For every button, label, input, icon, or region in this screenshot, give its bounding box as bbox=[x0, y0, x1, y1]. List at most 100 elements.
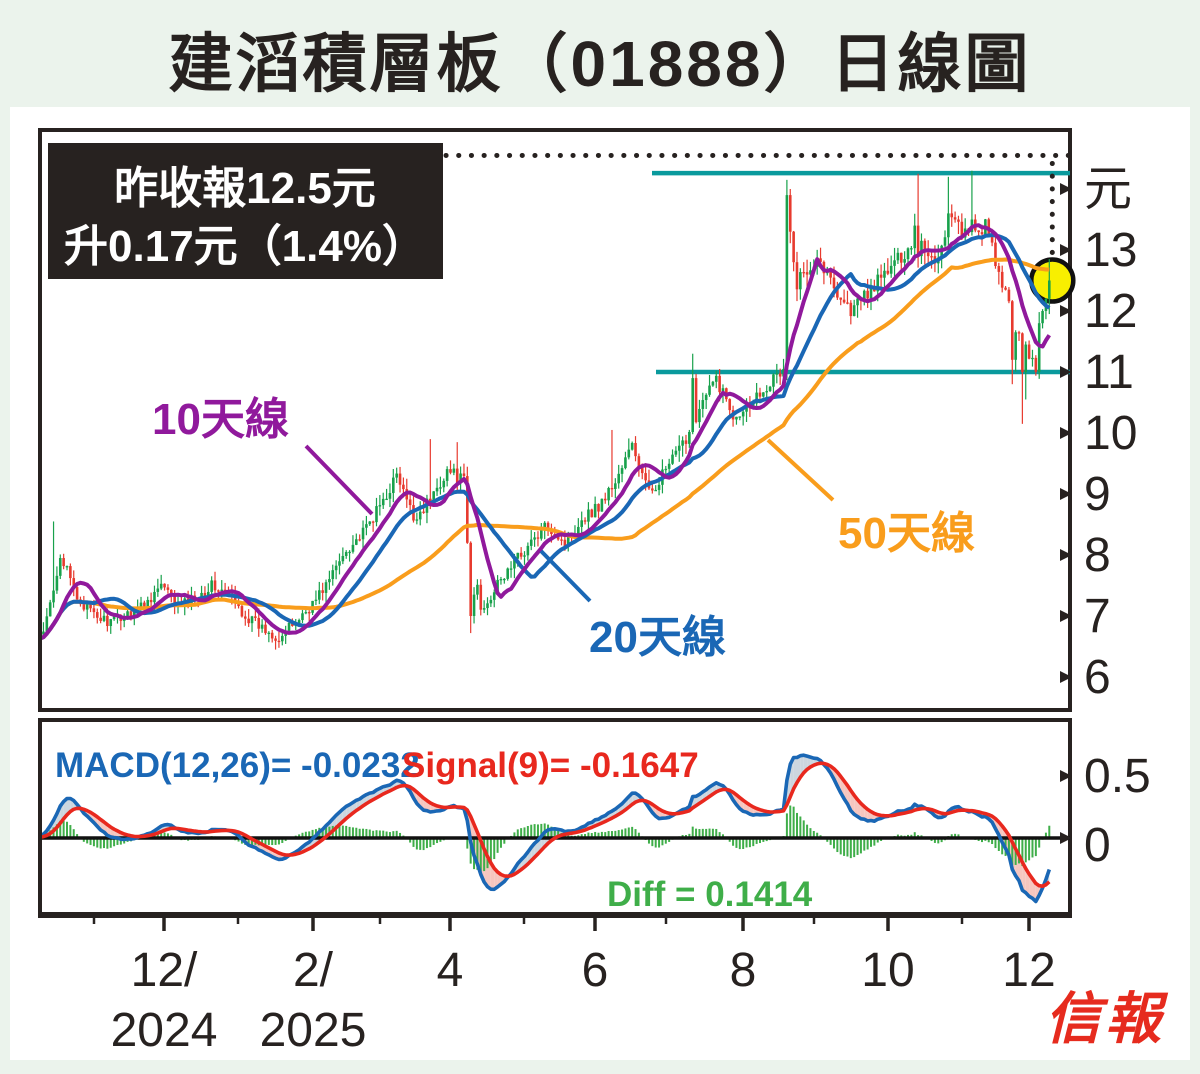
candle-body bbox=[842, 299, 846, 303]
candle-body bbox=[563, 539, 567, 547]
candle-body bbox=[213, 580, 217, 591]
candle-body bbox=[684, 440, 688, 444]
candle-body bbox=[233, 595, 237, 602]
candle-body bbox=[203, 592, 207, 596]
candle-body bbox=[691, 378, 695, 432]
price-tick-arrow bbox=[1060, 549, 1072, 561]
candle-body bbox=[220, 589, 224, 592]
candle-body bbox=[960, 221, 964, 238]
candle-body bbox=[341, 555, 345, 562]
candle-body bbox=[240, 606, 244, 617]
candle-body bbox=[351, 544, 355, 552]
candle-body bbox=[738, 416, 742, 418]
candle-body bbox=[1047, 280, 1051, 299]
time-tick-label: 10 bbox=[861, 944, 914, 997]
candle-body bbox=[560, 539, 563, 541]
macd-axis: 0.50 bbox=[1060, 750, 1151, 872]
price-tick-arrow bbox=[1060, 610, 1072, 622]
candle-body bbox=[795, 262, 799, 290]
candle-body bbox=[657, 484, 661, 490]
candle-body bbox=[72, 578, 76, 588]
candle-body bbox=[1004, 287, 1007, 290]
candle-body bbox=[788, 195, 792, 232]
candle-body bbox=[442, 480, 446, 488]
price-tick-label: 元 bbox=[1084, 163, 1132, 216]
candle-body bbox=[112, 615, 116, 620]
candle-body bbox=[149, 599, 153, 603]
candle-body bbox=[42, 631, 45, 635]
candle-body bbox=[1010, 301, 1014, 360]
candle-body bbox=[516, 552, 520, 559]
candle-body bbox=[92, 608, 96, 613]
candle-body bbox=[994, 242, 997, 267]
ma10-line bbox=[42, 223, 1051, 640]
candle-body bbox=[630, 442, 634, 450]
candle-body bbox=[462, 473, 466, 477]
candle-body bbox=[718, 375, 721, 393]
candle-body bbox=[159, 583, 163, 589]
hkej-logo: 信報 bbox=[1045, 986, 1169, 1052]
candle-body bbox=[836, 288, 839, 298]
candle-body bbox=[523, 555, 526, 557]
candle-body bbox=[852, 305, 856, 317]
candle-body bbox=[89, 604, 92, 609]
macd-tick-label: 0 bbox=[1084, 819, 1111, 872]
candle-body bbox=[913, 225, 917, 249]
candle-body bbox=[869, 286, 873, 299]
candle-body bbox=[365, 524, 368, 528]
candle-body bbox=[681, 440, 684, 446]
candle-body bbox=[455, 468, 459, 484]
candle-body bbox=[792, 231, 795, 263]
candle-body bbox=[805, 272, 809, 275]
candle-body bbox=[651, 488, 654, 491]
candle-body bbox=[247, 618, 250, 624]
time-tick-label: 12/ bbox=[131, 944, 198, 997]
candle-body bbox=[301, 613, 304, 621]
candle-body bbox=[593, 503, 597, 518]
ma10-label-group: 10天線 bbox=[152, 395, 374, 516]
candle-body bbox=[217, 590, 220, 592]
candle-body bbox=[1000, 271, 1004, 288]
candle-body bbox=[102, 615, 106, 621]
candle-body bbox=[1007, 289, 1011, 302]
candle-body bbox=[772, 374, 775, 387]
candle-body bbox=[143, 602, 146, 607]
candle-body bbox=[469, 542, 472, 616]
candle-body bbox=[297, 620, 301, 624]
candle-body bbox=[708, 385, 711, 395]
candle-body bbox=[334, 565, 338, 571]
candle-body bbox=[324, 582, 328, 593]
candle-body bbox=[1014, 332, 1017, 360]
candle-body bbox=[526, 545, 530, 556]
candle-body bbox=[435, 487, 439, 492]
candle-body bbox=[355, 539, 358, 545]
candle-body bbox=[916, 225, 920, 257]
time-tick-label: 8 bbox=[730, 944, 757, 997]
support-resistance-lines bbox=[652, 170, 1070, 375]
candle-body bbox=[398, 473, 402, 485]
candle-body bbox=[802, 272, 806, 274]
candle-body bbox=[829, 270, 832, 278]
candle-body bbox=[597, 503, 600, 512]
candle-body bbox=[126, 611, 129, 617]
ma50-pointer-line bbox=[766, 438, 835, 502]
candle-body bbox=[314, 599, 318, 601]
candle-body bbox=[338, 561, 341, 566]
candle-body bbox=[889, 265, 893, 274]
candle-body bbox=[132, 611, 136, 617]
candle-body bbox=[95, 612, 99, 618]
candle-body bbox=[980, 232, 984, 235]
candle-body bbox=[243, 616, 247, 619]
candle-body bbox=[307, 612, 311, 614]
candle-body bbox=[529, 539, 533, 546]
candle-body bbox=[429, 498, 432, 503]
last-close-annotation: 昨收報12.5元 升0.17元（1.4%） bbox=[48, 143, 443, 279]
candle-body bbox=[688, 431, 691, 444]
candle-body bbox=[392, 477, 395, 494]
candle-body bbox=[267, 632, 271, 635]
candle-body bbox=[674, 450, 678, 455]
price-tick-arrow bbox=[1060, 488, 1072, 500]
page-title: 建滔積層板（01888）日線圖 bbox=[169, 28, 1032, 100]
candle-body bbox=[785, 195, 789, 369]
